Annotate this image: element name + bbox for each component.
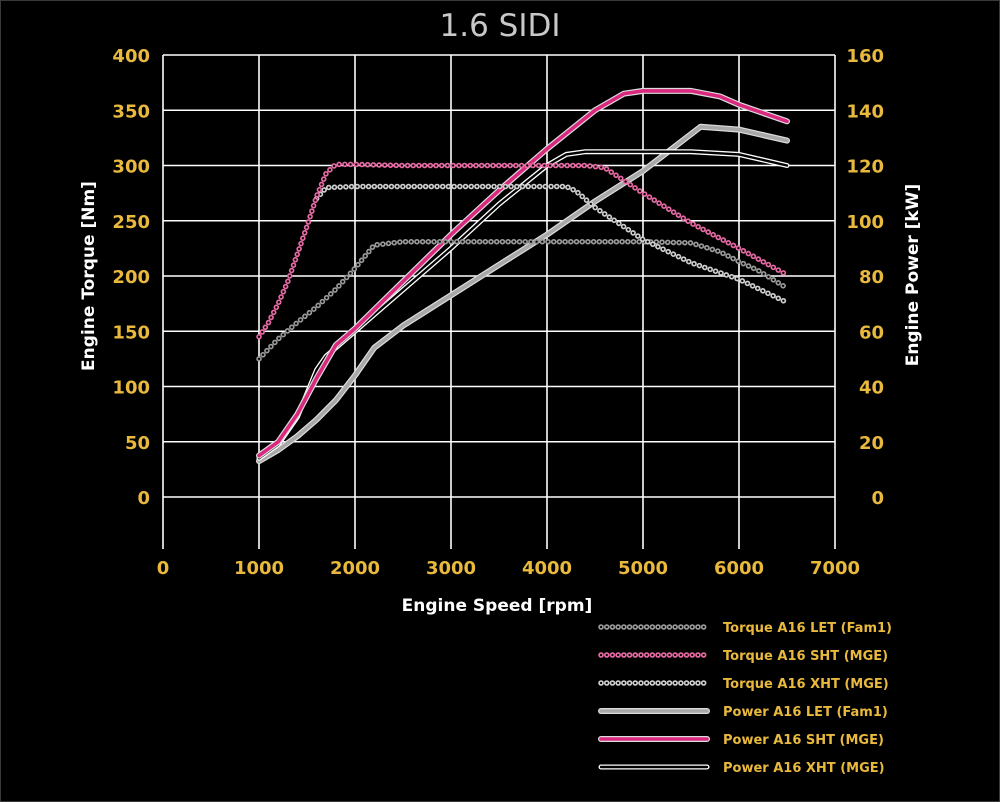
x-tick-label: 2000 bbox=[330, 558, 380, 579]
y-left-tick-label: 250 bbox=[112, 212, 150, 233]
series-line-core bbox=[257, 150, 789, 460]
legend-label: Torque A16 SHT (MGE) bbox=[723, 649, 888, 664]
series-line bbox=[256, 161, 790, 340]
series-line-beads-core bbox=[315, 185, 789, 304]
series-line-fill bbox=[257, 89, 789, 458]
x-tick-label: 6000 bbox=[714, 558, 764, 579]
x-tick-label: 1000 bbox=[234, 558, 284, 579]
y-left-axis-ticks: 0 50 100 150 200 250 300 350 400 bbox=[112, 46, 150, 509]
y-left-tick-label: 350 bbox=[112, 101, 150, 122]
series-line-outline bbox=[256, 149, 790, 461]
legend-item: Power A16 XHT (MGE) bbox=[598, 761, 885, 776]
series-line bbox=[256, 87, 790, 459]
x-tick-label: 7000 bbox=[810, 558, 860, 579]
series-line-fill bbox=[257, 125, 789, 463]
x-tick-label: 0 bbox=[157, 558, 170, 579]
y-left-tick-label: 0 bbox=[137, 488, 150, 509]
y-right-tick-label: 60 bbox=[859, 322, 884, 343]
y-left-tick-label: 150 bbox=[112, 322, 150, 343]
series-line-beads-core bbox=[257, 240, 789, 360]
series-line-edge bbox=[256, 123, 790, 465]
y-left-tick-label: 300 bbox=[112, 157, 150, 178]
legend-item: Torque A16 XHT (MGE) bbox=[598, 677, 889, 692]
series-line bbox=[256, 238, 790, 362]
legend-label: Power A16 LET (Fam1) bbox=[723, 705, 888, 720]
y-right-tick-label: 80 bbox=[859, 267, 884, 288]
legend-label: Torque A16 XHT (MGE) bbox=[723, 677, 889, 692]
legend-item: Torque A16 LET (Fam1) bbox=[598, 621, 892, 636]
y-left-axis-label: Engine Torque [Nm] bbox=[79, 181, 99, 371]
x-tick-label: 3000 bbox=[426, 558, 476, 579]
y-right-tick-label: 40 bbox=[859, 378, 884, 399]
legend: Torque A16 LET (Fam1) Torque A16 SHT (MGE… bbox=[598, 621, 892, 776]
y-left-tick-label: 400 bbox=[112, 46, 150, 67]
series-lines bbox=[256, 87, 790, 465]
y-right-tick-label: 120 bbox=[846, 157, 884, 178]
legend-label: Power A16 SHT (MGE) bbox=[723, 733, 884, 748]
y-right-tick-label: 0 bbox=[871, 488, 884, 509]
y-right-tick-label: 140 bbox=[846, 101, 884, 122]
y-left-tick-label: 50 bbox=[125, 433, 150, 454]
series-line bbox=[313, 183, 790, 306]
chart-title: 1.6 SIDI bbox=[440, 8, 561, 44]
y-left-tick-label: 100 bbox=[112, 378, 150, 399]
legend-label: Power A16 XHT (MGE) bbox=[723, 761, 885, 776]
series-line-beads-core bbox=[257, 163, 789, 338]
y-right-tick-label: 100 bbox=[846, 212, 884, 233]
y-right-tick-label: 20 bbox=[859, 433, 884, 454]
x-axis-label: Engine Speed [rpm] bbox=[402, 596, 593, 616]
x-tick-label: 5000 bbox=[618, 558, 668, 579]
y-left-tick-label: 200 bbox=[112, 267, 150, 288]
legend-item: Power A16 SHT (MGE) bbox=[598, 733, 884, 748]
legend-item: Torque A16 SHT (MGE) bbox=[598, 649, 888, 664]
legend-label: Torque A16 LET (Fam1) bbox=[723, 621, 892, 636]
x-tick-label: 4000 bbox=[522, 558, 572, 579]
series-line bbox=[256, 149, 790, 461]
x-axis-ticks: 0 1000 2000 3000 4000 5000 6000 7000 bbox=[157, 558, 860, 579]
legend-item: Power A16 LET (Fam1) bbox=[598, 705, 888, 720]
y-right-tick-label: 160 bbox=[846, 46, 884, 67]
y-right-axis-label: Engine Power [kW] bbox=[903, 184, 923, 367]
y-right-axis-ticks: 0 20 40 60 80 100 120 140 160 bbox=[846, 46, 884, 509]
series-line bbox=[256, 123, 790, 465]
